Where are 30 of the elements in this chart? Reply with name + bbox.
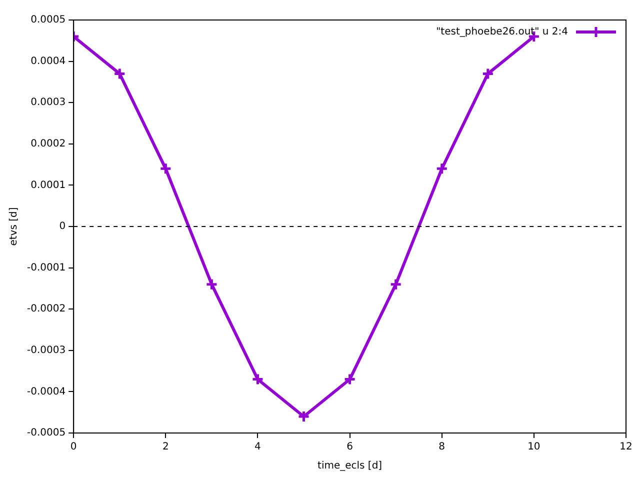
x-tick-label: 12 <box>620 442 632 453</box>
y-tick-label: 0.0005 <box>30 14 66 26</box>
y-tick-label: -0.0001 <box>26 262 66 274</box>
point <box>113 67 126 80</box>
y-tick-label: 0.0004 <box>30 56 66 67</box>
point <box>205 278 218 291</box>
x-tick-label: 0 <box>70 442 77 453</box>
x-tick-label: 4 <box>254 442 261 453</box>
y-axis-title: etvs [d] <box>8 207 20 246</box>
y-tick-label: 0.0003 <box>30 97 66 108</box>
point <box>436 162 448 175</box>
y-tick-label: -0.0003 <box>26 344 66 356</box>
point <box>482 67 494 80</box>
x-tick-label: 10 <box>528 442 540 453</box>
point <box>251 373 264 386</box>
y-tick-label: -0.0004 <box>26 386 66 398</box>
x-axis-title: time_ecls [d] <box>318 460 382 472</box>
y-tick-label: 0.0001 <box>30 180 66 191</box>
legend-label: "test_phoebe26.out" u 2:4 <box>436 26 568 38</box>
point <box>390 278 402 291</box>
y-tick-label: 0 <box>59 221 66 232</box>
x-tick-label: 8 <box>438 442 446 453</box>
y-tick-label: -0.0002 <box>26 304 66 315</box>
x-tick-label: 6 <box>346 442 353 453</box>
point <box>344 373 356 386</box>
y-tick-label: -0.0005 <box>26 428 66 439</box>
x-tick-label: 2 <box>162 442 169 453</box>
point <box>298 410 310 423</box>
point <box>159 162 172 175</box>
y-tick-label: 0.0002 <box>30 138 66 150</box>
